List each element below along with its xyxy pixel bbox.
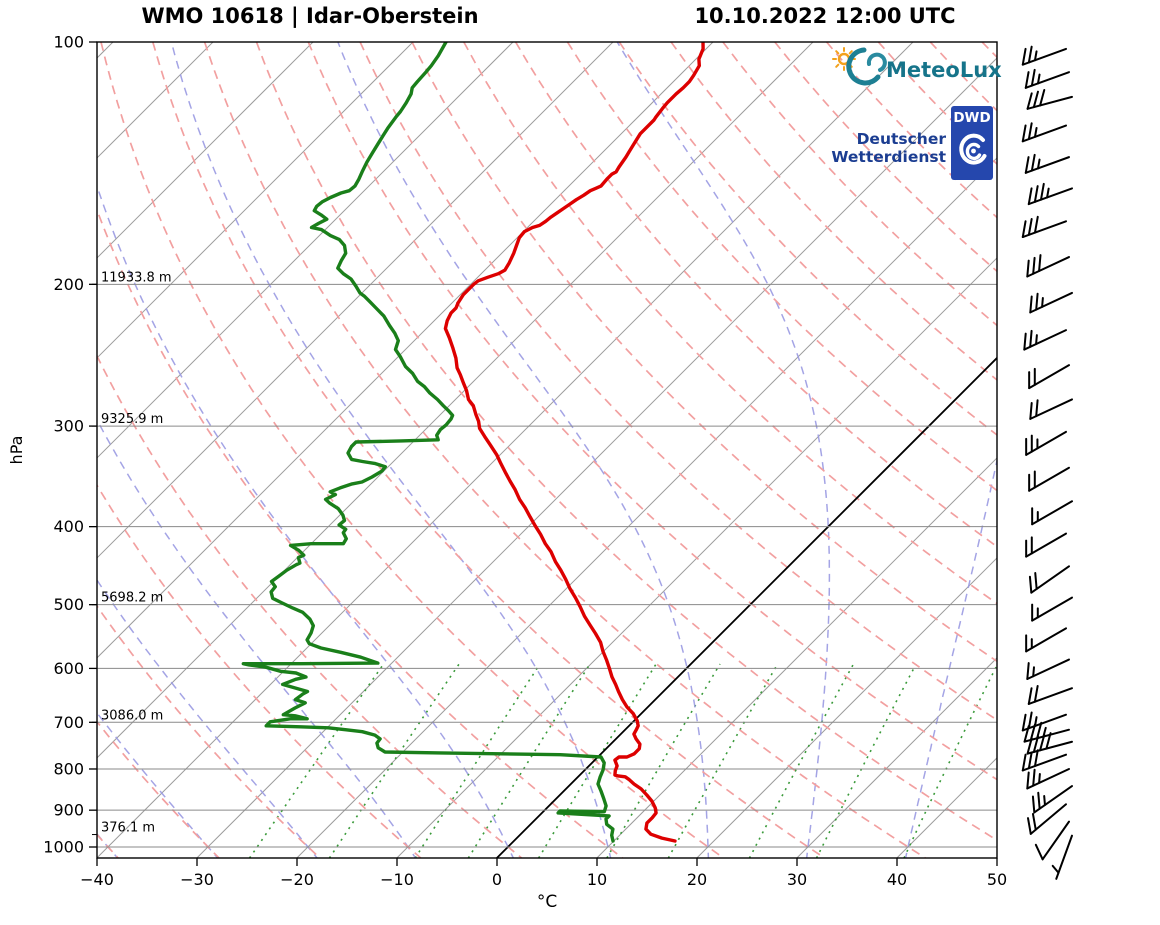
x-tick-label: 10 (587, 870, 607, 889)
dwd-name-line1: Deutscher (857, 130, 947, 148)
wind-barb (1029, 398, 1073, 420)
wind-barb (1031, 596, 1073, 622)
wind-barb (1026, 767, 1070, 790)
x-tick-label: −10 (380, 870, 414, 889)
sounding-curves (241, 42, 705, 843)
moist-adiabat-lines (97, 42, 997, 858)
y-tick-label: 200 (53, 275, 84, 294)
altitude-label: 11933.8 m (101, 270, 172, 285)
altitude-label: 376.1 m (101, 821, 155, 836)
altitude-annotations: 11933.8 m 9325.9 m 5698.2 m 3086.0 m 376.1 m (92, 270, 172, 836)
y-tick-label: 500 (53, 595, 84, 614)
wind-barb (1028, 565, 1070, 594)
x-tick-label: 50 (987, 870, 1007, 889)
dewpoint-curve (241, 42, 615, 843)
x-tick-label: −30 (180, 870, 214, 889)
wind-barb (1026, 254, 1070, 278)
wind-barb (1025, 627, 1067, 653)
x-tick-label: −40 (80, 870, 114, 889)
wind-barb (1024, 68, 1070, 89)
dwd-logo: Deutscher Wetterdienst DWD (831, 106, 993, 180)
x-axis: −40 −30 −20 −10 0 10 20 30 40 50 °C (80, 858, 1007, 912)
x-tick-label: 20 (687, 870, 707, 889)
altitude-label: 9325.9 m (101, 412, 163, 427)
wind-barb (1028, 466, 1070, 492)
y-tick-label: 300 (53, 417, 84, 436)
wind-barb (1029, 291, 1073, 314)
wind-barb (1034, 820, 1070, 861)
y-tick-label: 700 (53, 713, 84, 732)
wind-barb-column (1021, 45, 1073, 880)
wind-barb (1021, 215, 1067, 239)
wind-barb (1024, 153, 1070, 174)
wind-barb (1031, 500, 1073, 526)
plot-frame (96, 41, 998, 859)
y-tick-label: 100 (53, 33, 84, 52)
dwd-name-line2: Wetterdienst (831, 148, 946, 166)
x-tick-label: 40 (887, 870, 907, 889)
y-tick-label: 400 (53, 517, 84, 536)
wind-barb (1027, 684, 1073, 705)
dwd-spiral-icon (959, 133, 987, 165)
wind-barb (1027, 182, 1073, 206)
x-tick-label: 30 (787, 870, 807, 889)
wind-barb (1025, 532, 1067, 558)
meteolux-wordmark: MeteoLux (886, 58, 1002, 82)
wind-barb (1025, 430, 1067, 456)
wind-barb (1028, 364, 1070, 390)
wind-barb (1023, 329, 1067, 351)
wind-barb (1021, 122, 1067, 143)
meteolux-logo: MeteoLux (832, 47, 1002, 86)
y-axis: 100 200 300 400 500 600 700 800 900 1000 hPa (7, 33, 97, 857)
altitude-label: 3086.0 m (101, 708, 163, 723)
mixing-ratio-lines (248, 663, 997, 858)
y-tick-label: 800 (53, 759, 84, 778)
page-title: WMO 10618 | Idar-Oberstein (141, 4, 479, 28)
x-tick-label: 0 (492, 870, 502, 889)
meteolux-swirl-icon (846, 47, 887, 86)
pressure-gridlines (97, 42, 997, 848)
sounding-datetime: 10.10.2022 12:00 UTC (694, 4, 956, 28)
altitude-label: 5698.2 m (101, 591, 163, 606)
x-axis-label: °C (537, 892, 557, 912)
y-tick-label: 900 (53, 801, 84, 820)
wind-barb (1026, 88, 1073, 110)
wind-barb (1031, 785, 1073, 814)
y-tick-label: 600 (53, 659, 84, 678)
y-axis-label: hPa (7, 436, 26, 465)
dwd-acronym: DWD (953, 110, 990, 126)
dwd-box-icon: DWD (951, 106, 993, 180)
wind-barb (1026, 658, 1070, 681)
wind-barb (1026, 803, 1067, 835)
x-tick-label: −20 (280, 870, 314, 889)
y-tick-label: 1000 (43, 838, 84, 857)
wind-barb (1021, 45, 1067, 66)
wind-barb (1021, 749, 1067, 772)
wind-barb (1026, 732, 1073, 755)
wind-barb (1051, 834, 1073, 880)
temperature-curve (443, 42, 705, 843)
